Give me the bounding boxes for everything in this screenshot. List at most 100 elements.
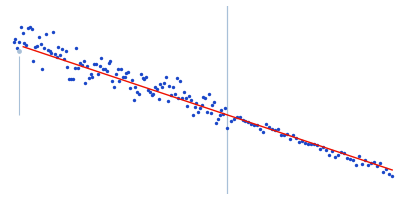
Point (100, 68, 106, 71)
Point (371, 160, 378, 163)
Point (18, 25, 24, 29)
Point (170, 86, 176, 89)
Point (107, 60, 114, 63)
Point (150, 92, 156, 96)
Point (311, 142, 318, 145)
Point (269, 128, 276, 131)
Point (186, 94, 192, 97)
Point (23, 43, 30, 47)
Point (10, 41, 17, 44)
Point (39, 67, 46, 70)
Point (68, 77, 74, 81)
Point (211, 100, 217, 103)
Point (230, 118, 237, 121)
Point (308, 143, 314, 146)
Point (347, 158, 354, 161)
Point (156, 98, 162, 101)
Point (168, 94, 174, 97)
Point (248, 123, 255, 126)
Point (214, 118, 221, 121)
Point (64, 66, 71, 69)
Point (335, 153, 342, 156)
Point (120, 75, 126, 79)
Point (157, 82, 164, 85)
Point (109, 79, 115, 82)
Point (127, 86, 133, 89)
Point (61, 57, 67, 61)
Point (62, 50, 69, 53)
Point (182, 97, 189, 100)
Point (350, 158, 356, 161)
Point (362, 158, 368, 161)
Point (281, 134, 288, 137)
Point (129, 79, 135, 82)
Point (50, 31, 56, 34)
Point (323, 149, 330, 152)
Point (104, 70, 110, 73)
Point (54, 55, 60, 58)
Point (145, 89, 151, 92)
Point (254, 123, 261, 127)
Point (236, 115, 243, 118)
Point (172, 92, 178, 96)
Point (332, 155, 338, 158)
Point (41, 46, 47, 49)
Point (290, 133, 296, 136)
Point (386, 173, 392, 176)
Point (302, 142, 308, 145)
Point (272, 128, 279, 132)
Point (52, 53, 58, 56)
Point (161, 82, 167, 85)
Point (377, 162, 384, 165)
Point (356, 155, 362, 158)
Point (188, 98, 194, 102)
Point (16, 41, 22, 44)
Point (353, 163, 360, 167)
Point (184, 105, 190, 108)
Point (37, 42, 44, 46)
Point (139, 76, 146, 80)
Point (317, 148, 324, 151)
Point (16, 49, 22, 53)
Point (166, 85, 173, 88)
Point (93, 63, 99, 66)
Point (118, 68, 124, 71)
Point (314, 143, 320, 146)
Point (208, 111, 214, 114)
Point (78, 63, 85, 66)
Point (174, 76, 180, 80)
Point (305, 142, 312, 145)
Point (190, 113, 196, 117)
Point (326, 153, 332, 156)
Point (206, 93, 212, 96)
Point (278, 133, 285, 136)
Point (227, 119, 234, 123)
Point (197, 107, 203, 110)
Point (380, 170, 386, 173)
Point (73, 46, 80, 50)
Point (28, 28, 35, 31)
Point (209, 104, 216, 107)
Point (200, 95, 207, 98)
Point (275, 128, 282, 131)
Point (152, 85, 158, 88)
Point (102, 67, 108, 70)
Point (75, 67, 81, 70)
Point (251, 123, 258, 127)
Point (141, 77, 148, 80)
Point (122, 76, 128, 79)
Point (175, 96, 182, 99)
Point (320, 145, 326, 148)
Point (198, 104, 205, 107)
Point (91, 63, 98, 66)
Point (245, 120, 252, 123)
Point (216, 113, 223, 116)
Point (30, 59, 36, 63)
Point (123, 71, 130, 74)
Point (193, 102, 200, 105)
Point (136, 92, 142, 95)
Point (224, 126, 230, 129)
Point (344, 156, 350, 159)
Point (57, 53, 64, 57)
Point (338, 151, 344, 154)
